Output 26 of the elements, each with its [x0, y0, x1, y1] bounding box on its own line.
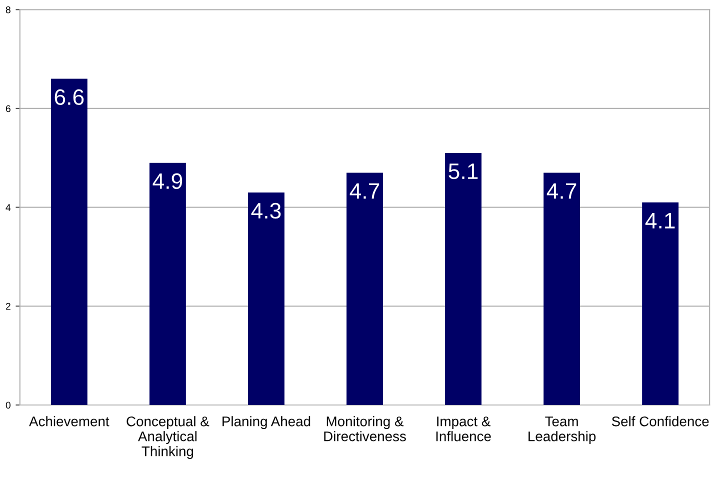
bar	[544, 172, 580, 405]
x-tick-label: Achievement	[29, 416, 110, 426]
bar	[346, 172, 383, 405]
data-label: 4.3	[251, 202, 281, 219]
data-label: 6.6	[54, 89, 84, 105]
y-tick-label: 0	[6, 402, 10, 409]
data-label: 5.1	[448, 164, 478, 180]
y-tick-label: 4	[6, 204, 11, 211]
x-tick-label: Self Confidence	[612, 416, 709, 426]
x-tick-label: Impact & Influence	[436, 416, 491, 442]
y-tick-label: 6	[6, 105, 10, 112]
x-tick-label: Monitoring & Directiveness	[324, 416, 406, 442]
bar	[445, 152, 482, 405]
y-tick-label: 8	[6, 6, 10, 14]
bar	[50, 78, 88, 405]
bar	[642, 202, 679, 405]
data-label: 4.1	[645, 213, 675, 228]
bar	[248, 192, 284, 405]
x-tick-label: Planing Ahead	[222, 416, 310, 430]
data-label: 4.7	[350, 183, 380, 199]
y-tick-label: 2	[6, 302, 10, 310]
data-label: 4.7	[546, 183, 576, 199]
data-label: 4.9	[152, 173, 182, 189]
x-tick-label: Team Leadership	[528, 416, 596, 444]
x-tick-label: Conceptual & Analytical Thinking	[126, 416, 210, 459]
bar	[149, 162, 186, 405]
